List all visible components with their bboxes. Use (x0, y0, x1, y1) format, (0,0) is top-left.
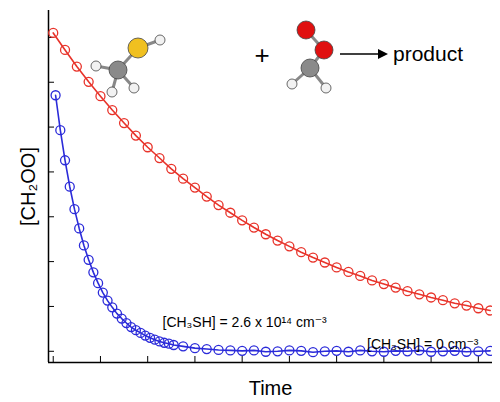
svg-text:[CH₃SH] = 2.6 x 10¹⁴ cm⁻³: [CH₃SH] = 2.6 x 10¹⁴ cm⁻³ (163, 314, 328, 330)
svg-text:product: product (393, 42, 463, 65)
svg-text:[CH₂OO]: [CH₂OO] (17, 147, 39, 226)
svg-text:[CH₃SH] = 0 cm⁻³: [CH₃SH] = 0 cm⁻³ (367, 336, 479, 352)
svg-text:+: + (254, 40, 269, 70)
svg-text:Time: Time (249, 377, 293, 399)
